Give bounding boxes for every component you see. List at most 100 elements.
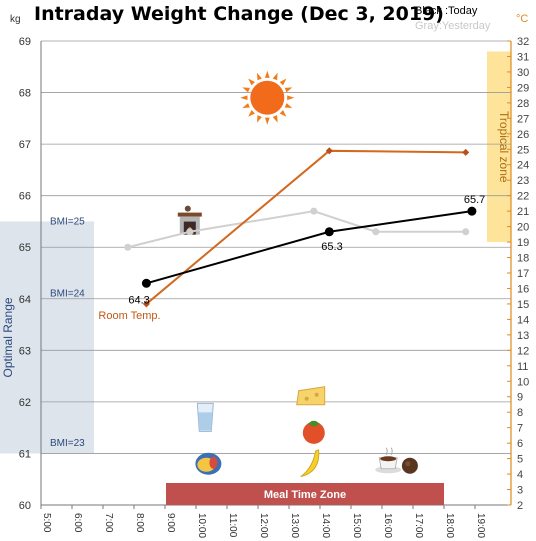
sun-icon [240, 70, 295, 125]
tomato-body [302, 421, 325, 444]
right-tick-23: 23 [517, 175, 529, 187]
bmi-label: BMI=24 [50, 289, 85, 300]
yesterday-point [186, 228, 194, 236]
bmi-label: BMI=25 [50, 216, 85, 227]
cheese-hole [314, 392, 319, 397]
series-layer: Room Temp. 64.3 65.3 65.7 [98, 147, 485, 322]
x-tick-600: 6:00 [72, 513, 83, 533]
fireplace-clock [184, 205, 191, 212]
right-tick-7: 7 [517, 423, 523, 435]
right-tick-11: 11 [517, 361, 528, 373]
right-tick-5: 5 [517, 454, 523, 466]
right-tick-10: 10 [517, 376, 529, 388]
cheese-hole [304, 396, 309, 401]
yesterday-point [124, 243, 132, 251]
today-data-label: 65.3 [321, 241, 342, 253]
left-tick-66: 66 [19, 191, 31, 203]
x-tick-700: 7:00 [103, 513, 114, 533]
sun-ray [287, 95, 295, 101]
x-tick-500: 5:00 [41, 513, 52, 533]
x-tick-800: 8:00 [134, 513, 145, 533]
sun-ray [248, 78, 255, 86]
bands-layer: Optimal Range Tropical zone [0, 51, 511, 454]
x-tick-1500: 15:00 [351, 513, 362, 538]
meal-time-zone-bar [166, 483, 444, 505]
today-point [467, 206, 477, 216]
tomato-leaves [307, 420, 320, 427]
room-temp-label: Room Temp. [98, 310, 160, 322]
room-temp-point [325, 147, 333, 155]
x-tick-1100: 11:00 [227, 513, 238, 538]
right-tick-20: 20 [517, 222, 529, 234]
today-data-label: 65.7 [464, 194, 485, 206]
x-tick-1900: 19:00 [475, 513, 486, 538]
sun-ray [284, 103, 293, 109]
steam [385, 447, 393, 455]
left-tick-60: 60 [19, 500, 31, 512]
banana-body [300, 449, 320, 478]
sun-ray [240, 95, 248, 101]
today-point [141, 278, 151, 288]
chocolate-body [401, 457, 418, 474]
legend-yesterday: Gray:Yesterday [415, 20, 491, 32]
optimal-range-label: Optimal Range [1, 297, 15, 377]
sun-ray [279, 78, 287, 86]
banana-icon [300, 449, 320, 478]
right-tick-25: 25 [517, 144, 529, 156]
right-tick-28: 28 [517, 98, 529, 110]
left-tick-67: 67 [19, 139, 31, 151]
left-tick-65: 65 [19, 242, 31, 254]
right-tick-2: 2 [517, 500, 523, 512]
right-tick-16: 16 [517, 283, 529, 295]
glass-water [198, 412, 213, 431]
tropical-zone-label: Tropical zone [497, 111, 511, 183]
left-tick-68: 68 [19, 88, 31, 100]
right-tick-24: 24 [517, 160, 529, 172]
right-tick-31: 31 [517, 51, 529, 63]
coffee-surface [380, 456, 397, 462]
x-tick-1700: 17:00 [413, 513, 424, 538]
sun-disc [250, 80, 285, 115]
today-data-label: 64.3 [128, 294, 149, 306]
right-tick-12: 12 [517, 345, 529, 357]
sun-ray [279, 110, 287, 117]
chart-title: Intraday Weight Change (Dec 3, 2019) [34, 3, 444, 25]
sun-ray [264, 70, 270, 78]
room-temp-point [462, 148, 470, 156]
right-tick-17: 17 [517, 268, 529, 280]
coffee-icon [375, 447, 402, 474]
room-temp-point [142, 300, 150, 308]
right-tick-13: 13 [517, 330, 529, 342]
sun-ray [256, 115, 262, 123]
x-tick-1400: 14:00 [320, 513, 331, 538]
sun-ray [272, 72, 278, 81]
right-axis-unit: °C [516, 13, 528, 25]
chocolate-icon [401, 457, 418, 474]
yesterday-point [372, 228, 380, 236]
right-tick-26: 26 [517, 129, 529, 141]
x-tick-900: 9:00 [165, 513, 176, 533]
optimal-range-band [0, 221, 94, 454]
sun-ray [284, 87, 293, 93]
cheese-body [296, 386, 326, 406]
tomato-icon [302, 420, 325, 444]
right-tick-3: 3 [517, 485, 523, 497]
yesterday-point [462, 228, 470, 236]
left-axis-unit: kg [10, 14, 21, 25]
right-tick-19: 19 [517, 237, 529, 249]
bacon [209, 456, 218, 469]
icons-layer: Meal Time Zone [166, 70, 444, 505]
left-tick-62: 62 [19, 397, 31, 409]
sun-ray [248, 110, 255, 117]
right-tick-32: 32 [517, 36, 529, 48]
x-tick-1200: 12:00 [258, 513, 269, 538]
fireplace-mantel [177, 212, 202, 217]
right-tick-15: 15 [517, 299, 529, 311]
right-tick-4: 4 [517, 469, 523, 481]
cheese-icon [296, 386, 326, 406]
x-tick-1300: 13:00 [289, 513, 300, 538]
right-tick-22: 22 [517, 191, 529, 203]
left-tick-64: 64 [19, 294, 31, 306]
right-tick-14: 14 [517, 314, 529, 326]
left-tick-63: 63 [19, 345, 31, 357]
